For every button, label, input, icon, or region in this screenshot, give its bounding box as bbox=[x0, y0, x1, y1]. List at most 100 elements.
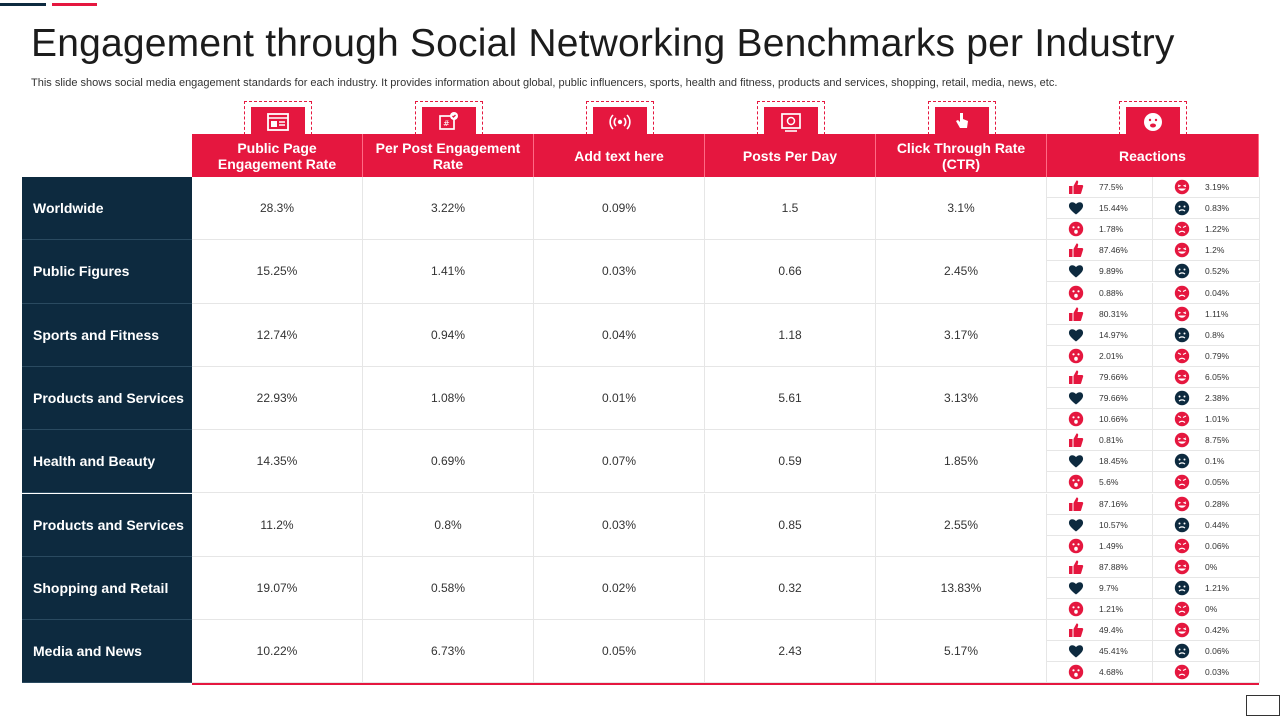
reaction-value: 0.83% bbox=[1205, 203, 1230, 214]
sad-reaction-icon bbox=[1174, 263, 1190, 279]
hashtag-post-icon: # bbox=[421, 107, 476, 136]
column-icon-tab-6 bbox=[1119, 101, 1187, 136]
column-header: Add text here bbox=[534, 134, 705, 177]
sad-reaction-icon bbox=[1174, 200, 1190, 216]
table-cell: 10.22% bbox=[192, 620, 363, 684]
reaction-value: 1.22% bbox=[1205, 224, 1230, 235]
table-cell: 1.18 bbox=[705, 303, 876, 367]
reaction-like-cell: 79.66% bbox=[1047, 366, 1153, 388]
row-label: Public Figures bbox=[22, 240, 192, 304]
love-reaction-icon bbox=[1068, 263, 1084, 279]
table-cell: 28.3% bbox=[192, 177, 363, 241]
reaction-sad-cell: 0.8% bbox=[1153, 324, 1260, 346]
page-title: Engagement through Social Networking Ben… bbox=[31, 22, 1175, 65]
love-reaction-icon bbox=[1068, 580, 1084, 596]
reaction-value: 0.52% bbox=[1205, 266, 1230, 277]
row-label: Worldwide bbox=[22, 177, 192, 241]
reaction-value: 49.4% bbox=[1099, 625, 1124, 636]
reaction-value: 15.44% bbox=[1099, 203, 1128, 214]
haha-reaction-icon bbox=[1174, 432, 1190, 448]
column-header: Public Page Engagement Rate bbox=[192, 134, 363, 177]
table-cell: 0.66 bbox=[705, 240, 876, 304]
table-cell: 3.17% bbox=[876, 303, 1047, 367]
angry-reaction-icon bbox=[1174, 285, 1190, 301]
svg-text:#: # bbox=[443, 119, 450, 128]
table-cell: 0.01% bbox=[534, 366, 705, 431]
reaction-haha-cell: 0% bbox=[1153, 556, 1260, 578]
table-cell: 3.22% bbox=[363, 177, 534, 241]
wow-reaction-icon bbox=[1068, 285, 1084, 301]
like-reaction-icon bbox=[1068, 496, 1084, 512]
reaction-value: 1.2% bbox=[1205, 245, 1225, 256]
reaction-value: 0.1% bbox=[1205, 456, 1225, 467]
reaction-value: 2.38% bbox=[1205, 393, 1230, 404]
table-cell: 0.32 bbox=[705, 556, 876, 621]
reaction-value: 8.75% bbox=[1205, 435, 1230, 446]
table-cell: 0.94% bbox=[363, 303, 534, 367]
page-subtitle: This slide shows social media engagement… bbox=[31, 77, 1058, 89]
wow-reaction-icon bbox=[1068, 474, 1084, 490]
reaction-sad-cell: 0.06% bbox=[1153, 641, 1260, 663]
reaction-value: 1.11% bbox=[1205, 308, 1229, 319]
reaction-sad-cell: 0.44% bbox=[1153, 514, 1260, 536]
table-cell: 11.2% bbox=[192, 493, 363, 557]
reaction-value: 1.21% bbox=[1099, 604, 1124, 615]
sad-reaction-icon bbox=[1174, 580, 1190, 596]
row-label: Shopping and Retail bbox=[22, 556, 192, 621]
wow-reaction-icon bbox=[1068, 348, 1084, 364]
reaction-like-cell: 87.16% bbox=[1047, 493, 1153, 515]
like-reaction-icon bbox=[1068, 179, 1084, 195]
reaction-value: 1.21% bbox=[1205, 582, 1230, 593]
table-cell: 22.93% bbox=[192, 366, 363, 431]
reaction-haha-cell: 1.11% bbox=[1153, 303, 1260, 325]
reaction-wow-cell: 10.66% bbox=[1047, 409, 1153, 431]
table-cell: 0.69% bbox=[363, 430, 534, 494]
reaction-haha-cell: 0.42% bbox=[1153, 620, 1260, 642]
table-cell: 0.05% bbox=[534, 620, 705, 684]
table-cell: 0.04% bbox=[534, 303, 705, 367]
reaction-angry-cell: 0.05% bbox=[1153, 472, 1260, 494]
wow-reaction-icon bbox=[1068, 221, 1084, 237]
table-cell: 5.17% bbox=[876, 620, 1047, 684]
reaction-value: 9.89% bbox=[1099, 266, 1124, 277]
row-label: Health and Beauty bbox=[22, 430, 192, 494]
reaction-love-cell: 45.41% bbox=[1047, 641, 1153, 663]
love-reaction-icon bbox=[1068, 453, 1084, 469]
reaction-value: 0.06% bbox=[1205, 540, 1230, 551]
table-cell: 1.08% bbox=[363, 366, 534, 431]
reaction-value: 87.16% bbox=[1099, 498, 1128, 509]
reaction-value: 0.05% bbox=[1205, 477, 1230, 488]
wow-reaction-icon bbox=[1068, 664, 1084, 680]
table-cell: 5.61 bbox=[705, 366, 876, 431]
reaction-haha-cell: 3.19% bbox=[1153, 177, 1260, 199]
table-cell: 6.73% bbox=[363, 620, 534, 684]
slide-number-box bbox=[1246, 695, 1280, 716]
reaction-sad-cell: 1.21% bbox=[1153, 577, 1260, 599]
reaction-value: 2.01% bbox=[1099, 350, 1124, 361]
reaction-love-cell: 10.57% bbox=[1047, 514, 1153, 536]
like-reaction-icon bbox=[1068, 622, 1084, 638]
table-cell: 0.85 bbox=[705, 493, 876, 557]
reaction-love-cell: 9.7% bbox=[1047, 577, 1153, 599]
table-cell: 0.02% bbox=[534, 556, 705, 621]
column-icon-tab-2: # bbox=[414, 101, 483, 136]
table-cell: 1.41% bbox=[363, 240, 534, 304]
table-bottom-rule bbox=[192, 683, 1259, 685]
click-icon bbox=[934, 107, 989, 136]
reaction-value: 18.45% bbox=[1099, 456, 1128, 467]
reaction-sad-cell: 0.1% bbox=[1153, 451, 1260, 473]
reaction-like-cell: 0.81% bbox=[1047, 430, 1153, 452]
column-header: Posts Per Day bbox=[705, 134, 876, 177]
reaction-sad-cell: 2.38% bbox=[1153, 388, 1260, 410]
angry-reaction-icon bbox=[1174, 601, 1190, 617]
reaction-value: 4.68% bbox=[1099, 667, 1124, 678]
reaction-value: 14.97% bbox=[1099, 329, 1128, 340]
reaction-value: 0.79% bbox=[1205, 350, 1230, 361]
sad-reaction-icon bbox=[1174, 517, 1190, 533]
reaction-value: 0.28% bbox=[1205, 498, 1230, 509]
reaction-value: 1.01% bbox=[1205, 414, 1230, 425]
reaction-value: 1.78% bbox=[1099, 224, 1124, 235]
image-post-icon bbox=[763, 107, 818, 136]
angry-reaction-icon bbox=[1174, 474, 1190, 490]
reaction-value: 0.8% bbox=[1205, 329, 1225, 340]
